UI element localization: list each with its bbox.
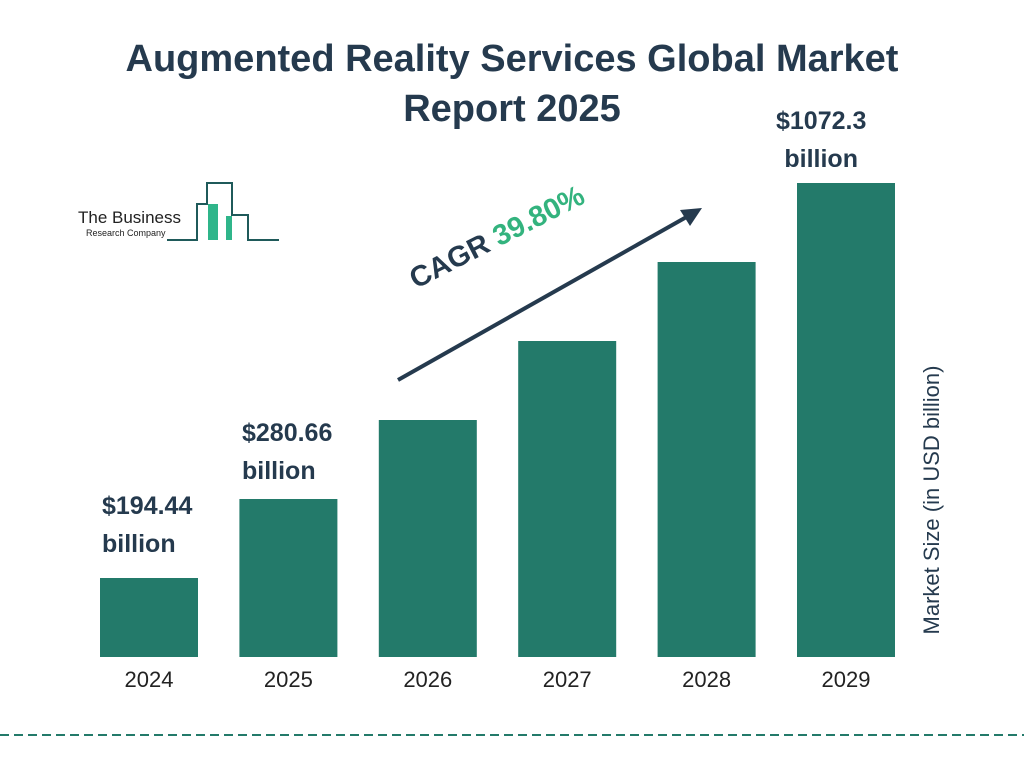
x-tick-label: 2029 xyxy=(822,667,871,692)
data-label-value: $280.66 xyxy=(242,419,333,447)
chart-title: Augmented Reality Services Global Market… xyxy=(125,38,899,130)
x-tick-label: 2028 xyxy=(682,667,731,692)
bar-2024 xyxy=(100,578,198,657)
x-tick-label: 2024 xyxy=(125,667,174,692)
data-label-2025: $280.66 billion xyxy=(242,414,332,490)
bar-2027 xyxy=(518,341,617,657)
cagr-arrow xyxy=(397,208,702,382)
logo-line2: Research Company xyxy=(86,228,166,238)
data-label-2024: $194.44 billion xyxy=(102,487,192,563)
logo-line1: The Business xyxy=(78,208,181,227)
data-label-2029: $1072.3 billion xyxy=(776,102,866,178)
bar-2028 xyxy=(657,262,756,657)
data-label-unit: billion xyxy=(102,530,176,558)
logo: The Business Research Company xyxy=(78,182,279,241)
data-label-value: $1072.3 xyxy=(776,107,867,135)
y-axis-label: Market Size (in USD billion) xyxy=(919,365,944,635)
x-tick-label: 2026 xyxy=(403,667,452,692)
bar-2026 xyxy=(378,420,477,657)
bar-2025 xyxy=(239,499,338,657)
data-label-unit: billion xyxy=(784,145,858,173)
data-label-value: $194.44 xyxy=(102,492,193,520)
x-tick-label: 2025 xyxy=(264,667,313,692)
data-label-unit: billion xyxy=(242,457,316,485)
x-tick-label: 2027 xyxy=(543,667,592,692)
bar-2029 xyxy=(797,183,895,657)
